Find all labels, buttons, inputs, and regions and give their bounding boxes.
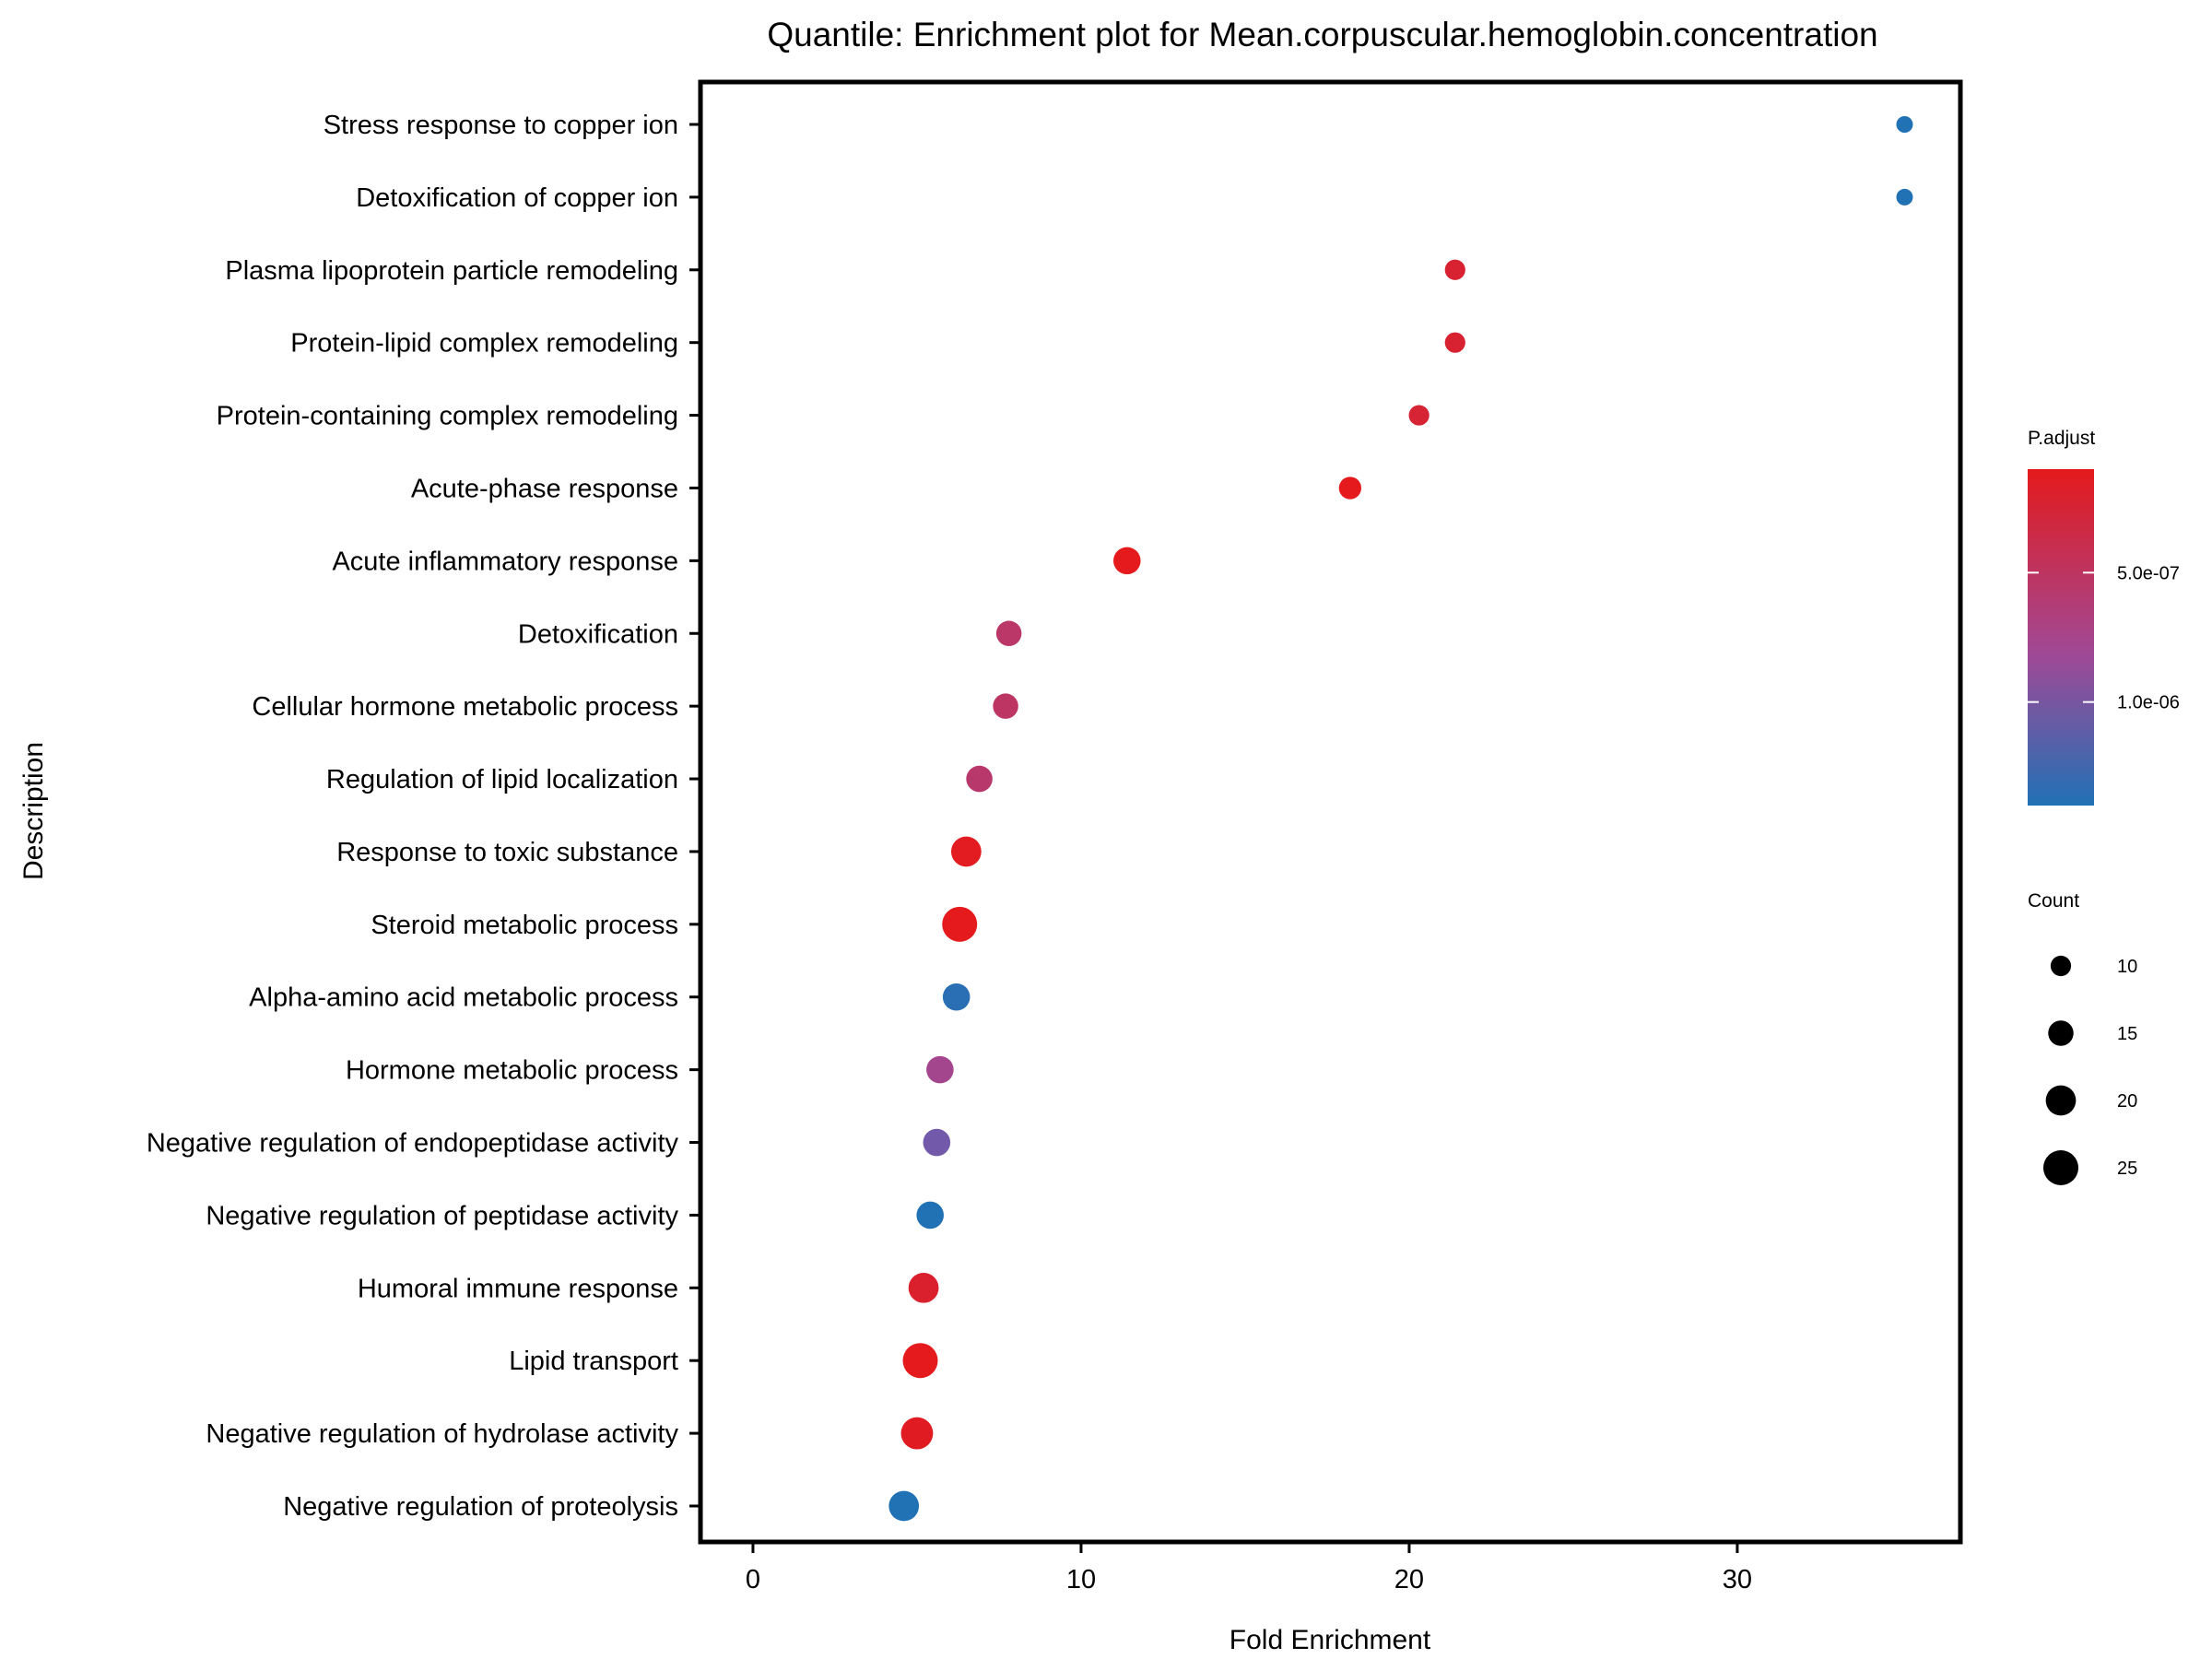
y-tick-label: Detoxification of copper ion	[356, 183, 678, 213]
size-legend-label: 15	[2117, 1024, 2137, 1044]
data-point	[926, 1055, 954, 1084]
size-legend: Count 10 15 20 25	[2028, 890, 2137, 1185]
y-tick-label: Regulation of lipid localization	[326, 765, 678, 794]
data-point	[942, 982, 971, 1011]
y-tick-label: Negative regulation of hydrolase activit…	[206, 1419, 678, 1449]
data-point	[1408, 405, 1430, 426]
color-legend-ticks: 5.0e-07 1.0e-06	[2028, 563, 2180, 713]
color-legend-tick-label: 1.0e-06	[2117, 693, 2180, 713]
size-legend-key	[2048, 1020, 2074, 1046]
data-point	[888, 1490, 920, 1522]
x-tick-label: 0	[746, 1565, 760, 1594]
data-point	[1444, 259, 1465, 280]
y-tick-label: Steroid metabolic process	[371, 911, 678, 940]
data-point	[995, 620, 1022, 647]
x-tick-label: 20	[1394, 1565, 1424, 1594]
y-tick-label: Humoral immune response	[358, 1274, 678, 1303]
data-point	[916, 1201, 944, 1230]
y-tick-label: Alpha-amino acid metabolic process	[249, 983, 678, 1013]
y-axis-category-labels: Stress response to copper ion Detoxificat…	[147, 111, 679, 1522]
data-point	[1338, 477, 1362, 500]
data-point	[1896, 188, 1913, 206]
color-legend: P.adjust 5.0e-07 1.0e-06	[2028, 428, 2180, 806]
data-point	[942, 906, 978, 942]
color-legend-tick-label: 5.0e-07	[2117, 563, 2180, 583]
x-axis-title: Fold Enrichment	[1230, 1625, 1431, 1655]
size-legend-key	[2043, 1150, 2078, 1185]
y-tick-label: Plasma lipoprotein particle remodeling	[225, 256, 678, 286]
y-tick-label: Negative regulation of peptidase activit…	[206, 1201, 678, 1230]
size-legend-label: 20	[2117, 1091, 2137, 1112]
size-legend-key	[2050, 955, 2072, 977]
data-point	[950, 836, 982, 867]
color-legend-bar	[2028, 469, 2094, 806]
y-tick-label: Negative regulation of endopeptidase act…	[147, 1129, 679, 1159]
size-legend-items: 10 15 20 25	[2043, 955, 2137, 1185]
data-point	[900, 1417, 934, 1450]
y-tick-label: Detoxification	[518, 619, 678, 649]
y-tick-label: Hormone metabolic process	[346, 1056, 678, 1086]
y-tick-label: Response to toxic substance	[336, 838, 678, 867]
data-points	[888, 116, 1913, 1522]
x-tick-label: 30	[1723, 1565, 1752, 1594]
size-legend-label: 25	[2117, 1159, 2137, 1179]
y-tick-label: Lipid transport	[509, 1347, 678, 1376]
size-legend-title: Count	[2028, 890, 2079, 912]
chart-title: Quantile: Enrichment plot for Mean.corpu…	[767, 16, 1877, 53]
y-tick-label: Protein-lipid complex remodeling	[290, 329, 678, 359]
y-tick-label: Protein-containing complex remodeling	[217, 402, 678, 431]
data-point	[1896, 116, 1913, 133]
y-axis-title: Description	[18, 742, 49, 880]
data-point	[908, 1272, 939, 1303]
data-point	[923, 1128, 951, 1157]
y-tick-label: Acute inflammatory response	[332, 547, 678, 576]
size-legend-label: 10	[2117, 957, 2137, 977]
data-point	[966, 765, 993, 793]
plot-panel-border	[698, 79, 1963, 1545]
data-point	[1112, 547, 1141, 575]
size-legend-key	[2045, 1085, 2077, 1116]
x-axis-ticks: 0 10 20 30	[746, 1542, 1752, 1594]
data-point	[1444, 332, 1465, 353]
y-tick-label: Cellular hormone metabolic process	[252, 692, 678, 722]
y-tick-label: Stress response to copper ion	[324, 111, 678, 140]
x-tick-label: 10	[1066, 1565, 1096, 1594]
data-point	[902, 1343, 938, 1379]
color-legend-title: P.adjust	[2028, 428, 2095, 449]
y-tick-label: Negative regulation of proteolysis	[283, 1492, 678, 1522]
y-tick-label: Acute-phase response	[411, 474, 678, 503]
data-point	[993, 693, 1018, 719]
